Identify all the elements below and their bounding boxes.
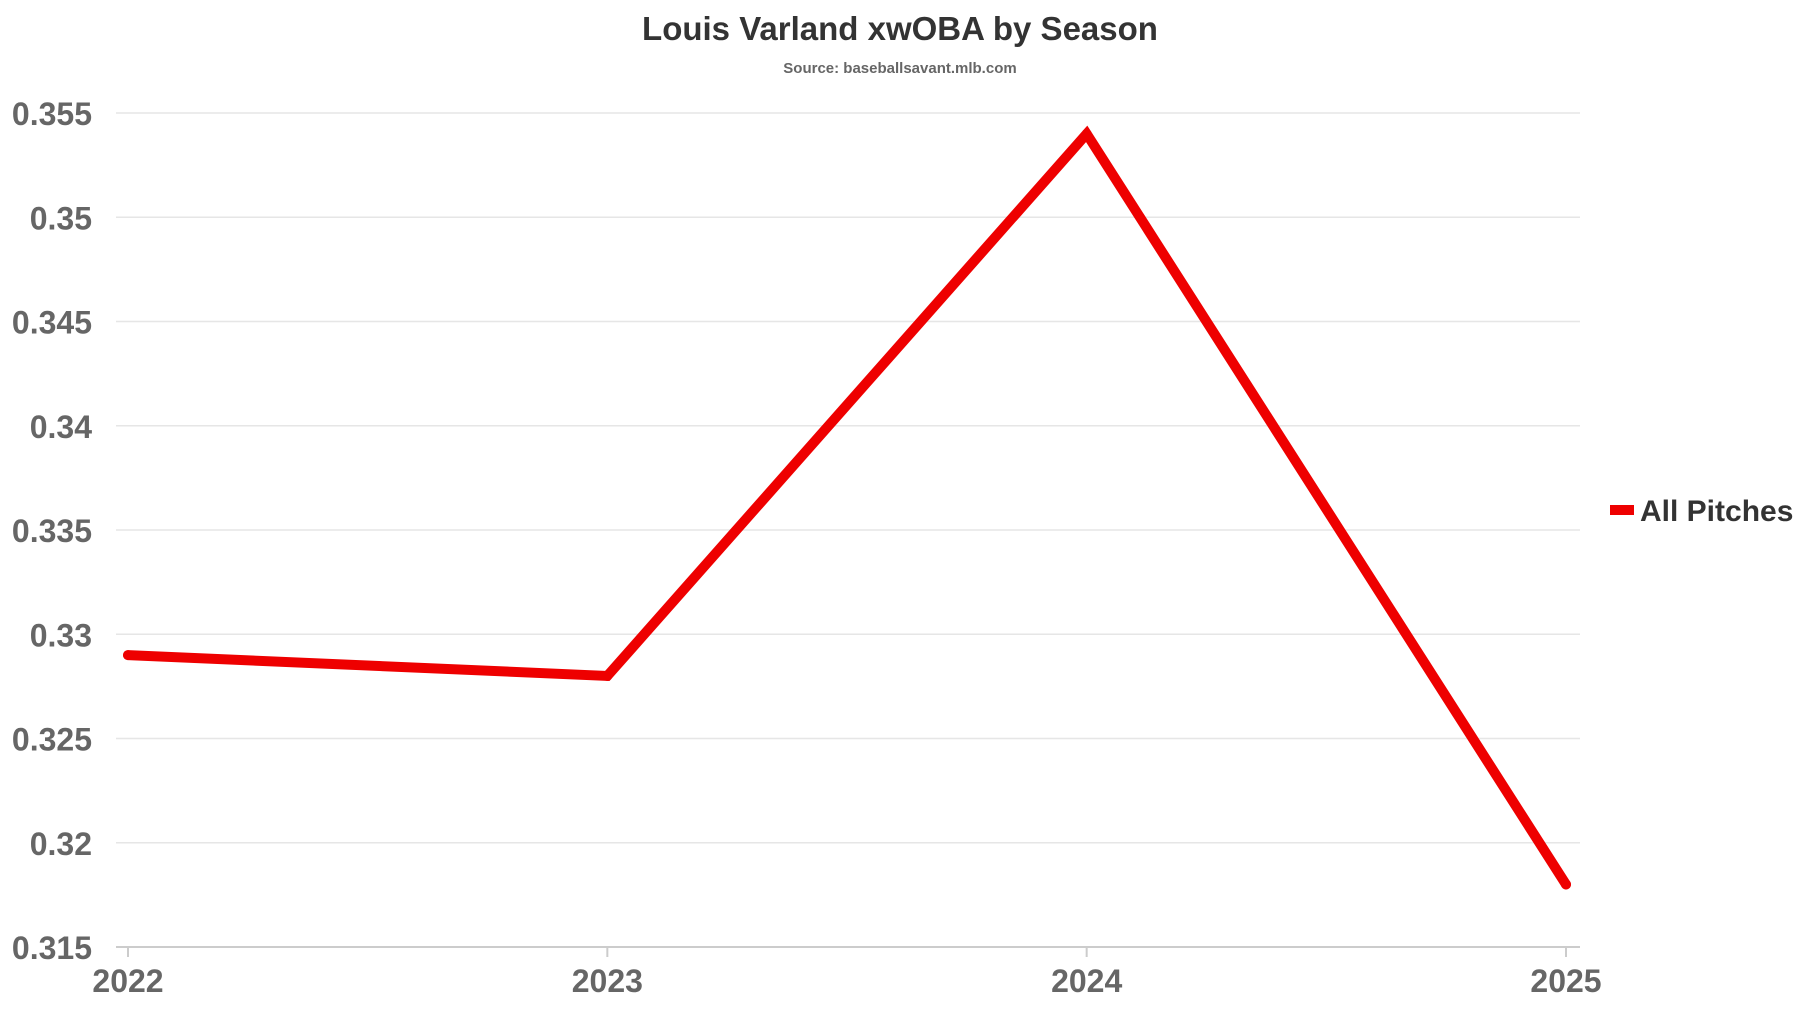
y-tick-label: 0.315 (12, 930, 92, 966)
y-tick-label: 0.34 (30, 409, 92, 445)
y-tick-label: 0.35 (30, 200, 92, 236)
data-point (1081, 128, 1092, 139)
data-point (123, 650, 133, 661)
x-tick-label: 2024 (1051, 963, 1122, 999)
chart-title: Louis Varland xwOBA by Season (642, 10, 1158, 47)
series-layer (123, 125, 1571, 890)
axes: 0.315 0.32 0.325 0.33 0.335 0.34 0.345 0.35 0.35… (12, 96, 1602, 999)
legend: All Pitches (1610, 495, 1793, 528)
y-tick-label: 0.355 (12, 96, 92, 132)
y-tick-label: 0.33 (30, 617, 92, 653)
x-tick-label: 2025 (1530, 963, 1601, 999)
data-point (1561, 879, 1571, 890)
series-line (123, 125, 1571, 890)
y-tick-label: 0.345 (12, 305, 92, 341)
x-tick-label: 2022 (92, 963, 163, 999)
chart-subtitle: Source: baseballsavant.mlb.com (783, 60, 1017, 77)
y-tick-label: 0.32 (30, 826, 92, 862)
data-point (602, 670, 613, 681)
gridlines (116, 112, 1580, 948)
legend-swatch (1610, 505, 1634, 515)
y-tick-label: 0.325 (12, 722, 92, 758)
y-tick-label: 0.335 (12, 513, 92, 549)
x-tick-label: 2023 (572, 963, 643, 999)
legend-label: All Pitches (1640, 495, 1793, 528)
